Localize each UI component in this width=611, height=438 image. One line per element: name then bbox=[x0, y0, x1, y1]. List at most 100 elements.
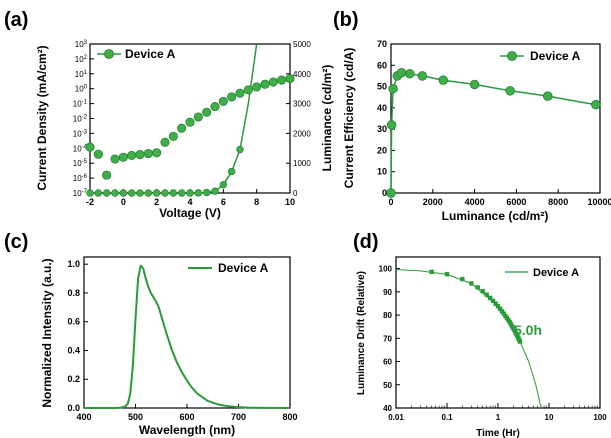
panel-a-label: (a) bbox=[4, 9, 28, 31]
panel-a-y-tick-label-right: 5000 bbox=[293, 40, 311, 49]
panel-a-current-density-point bbox=[127, 150, 137, 161]
panel-d-y-tick-label: 100 bbox=[379, 265, 393, 274]
panel-a-current-density-point bbox=[135, 150, 145, 160]
panel-a-legend: Device A bbox=[97, 47, 176, 61]
panel-d-x-tick-label: 10 bbox=[545, 413, 554, 422]
panel-d-annotation: 5.0h bbox=[514, 322, 542, 338]
panel-d-plot-frame bbox=[395, 256, 601, 409]
panel-b-legend: Device A bbox=[500, 49, 581, 63]
panel-d-x-tick-label: 0.01 bbox=[388, 413, 404, 422]
panel-a-x-tick-label: 8 bbox=[254, 197, 259, 207]
panel-a-luminance-point bbox=[102, 189, 111, 197]
panel-a-luminance-point bbox=[211, 187, 219, 195]
panel-a-luminance-point bbox=[186, 189, 194, 197]
panel-d: (d) 0.01 0.1 1 10 100 40 50 60 70 80 90 100 Time (… bbox=[353, 231, 607, 438]
panel-a-x-tick-label: 4 bbox=[187, 197, 192, 207]
panel-a-y-tick-label-right: 3000 bbox=[293, 100, 311, 109]
panel-d-data-point bbox=[490, 298, 496, 304]
panel-d-x-axis-label: Time (Hr) bbox=[476, 428, 520, 438]
panel-d-y-ticks: 40 50 60 70 80 90 100 bbox=[379, 265, 400, 413]
panel-a-x-tick-label: 6 bbox=[221, 197, 226, 207]
panel-a-current-density-point bbox=[243, 85, 253, 95]
panel-b-efficiency-point bbox=[386, 188, 396, 198]
panel-c-y-tick-label: 0.2 bbox=[67, 374, 80, 384]
panel-a-current-density-point bbox=[143, 148, 153, 159]
panel-b-x-tick-label: 8000 bbox=[548, 197, 568, 207]
panel-b: (b) 0 2000 4000 6000 8000 10000 0 10 20 30 40 50 60… bbox=[333, 9, 611, 223]
panel-a-luminance-point bbox=[177, 189, 186, 197]
panel-d-y-tick-label: 60 bbox=[383, 358, 392, 367]
panel-c-legend: Device A bbox=[188, 261, 269, 275]
panel-d-data-point bbox=[480, 288, 485, 294]
panel-a-luminance-point bbox=[161, 189, 169, 197]
panel-a-luminance-line bbox=[198, 43, 258, 194]
panel-a-y-tick-label-left: 10-1 bbox=[73, 100, 88, 109]
panel-d-x-ticks: 0.01 0.1 1 10 100 bbox=[388, 403, 607, 422]
panel-c-y-tick-label: 1.0 bbox=[67, 259, 80, 269]
panel-b-efficiency-line bbox=[390, 71, 596, 194]
panel-a-y-tick-label-left: 10-3 bbox=[73, 129, 88, 138]
panel-a-y-tick-label-left: 10-2 bbox=[73, 115, 88, 124]
panel-a-current-density-point bbox=[227, 92, 237, 102]
panel-a-current-density-point bbox=[177, 123, 187, 133]
panel-d-data-point bbox=[497, 306, 503, 312]
panel-a-luminance-point bbox=[144, 189, 153, 197]
panel-d-y-axis-label: Luminance Drift (Relative) bbox=[356, 271, 367, 395]
panel-a-current-density-point bbox=[193, 112, 203, 122]
panel-a-y-tick-label-left: 103 bbox=[75, 40, 88, 49]
panel-a-x-tick-label: 2 bbox=[154, 197, 159, 207]
panel-b-y-tick-label: 0 bbox=[382, 188, 387, 198]
panel-a-luminance-point bbox=[94, 189, 103, 197]
panel-d-data-point bbox=[484, 292, 489, 297]
panel-a-luminance-point bbox=[127, 189, 136, 197]
panel-a-y-tick-label-left: 10-4 bbox=[73, 144, 88, 153]
panel-a-luminance-point bbox=[119, 189, 128, 197]
panel-a-y-tick-label-right: 1000 bbox=[293, 159, 311, 168]
panel-a-current-density-point bbox=[210, 102, 220, 112]
panel-c-spectrum-line bbox=[84, 264, 291, 409]
panel-b-efficiency-point bbox=[505, 86, 515, 96]
panel-b-label: (b) bbox=[333, 9, 359, 31]
panel-b-series bbox=[386, 67, 601, 198]
panel-a-current-density-point bbox=[202, 107, 212, 117]
panel-a-current-density-point bbox=[268, 77, 278, 87]
panel-b-efficiency-point bbox=[591, 99, 601, 110]
panel-b-y-tick-label: 40 bbox=[377, 103, 387, 113]
panel-a-luminance-point bbox=[111, 189, 119, 197]
panel-d-data-point bbox=[493, 301, 498, 306]
panel-a-current-density-point bbox=[277, 75, 287, 85]
panel-b-y-tick-label: 30 bbox=[377, 124, 387, 134]
panel-c-x-tick-label: 800 bbox=[282, 412, 297, 422]
panel-c-y-tick-label: 0.6 bbox=[67, 317, 80, 327]
panel-d-y-tick-label: 40 bbox=[383, 404, 392, 413]
panel-a-luminance-point bbox=[194, 189, 203, 197]
panel-a-current-density-point bbox=[160, 137, 170, 147]
panel-a-y-ticks-right: 0 1000 2000 3000 4000 5000 bbox=[286, 40, 311, 198]
panel-a-y-axis-label-left: Current Density (mA/cm²) bbox=[35, 45, 49, 190]
panel-a-x-tick-label: 0 bbox=[121, 197, 126, 207]
panel-a-current-density-point bbox=[235, 88, 245, 98]
panel-a-current-density-point bbox=[260, 79, 270, 89]
panel-d-y-tick-label: 70 bbox=[383, 334, 392, 343]
panel-c-y-ticks: 0.0 0.2 0.4 0.6 0.8 1.0 bbox=[67, 259, 88, 413]
panel-a-y-tick-label-right: 4000 bbox=[293, 70, 311, 79]
panel-d-data-point bbox=[517, 339, 523, 344]
panel-c-x-tick-label: 400 bbox=[76, 412, 91, 422]
panel-b-efficiency-point bbox=[405, 69, 415, 79]
panel-c-legend-entry: Device A bbox=[218, 261, 269, 275]
panel-a-current-density-point bbox=[85, 142, 95, 152]
panel-d-data-point bbox=[469, 281, 474, 286]
panel-c-plot-frame bbox=[83, 256, 291, 409]
panel-b-x-tick-label: 2000 bbox=[423, 197, 443, 207]
panel-d-data-point bbox=[429, 269, 434, 275]
panel-c-y-tick-label: 0.8 bbox=[67, 288, 80, 298]
panel-a-y-tick-label-right: 2000 bbox=[293, 129, 311, 138]
panel-a-legend-entry: Device A bbox=[125, 47, 176, 61]
panel-c-series bbox=[84, 264, 291, 409]
panel-a-x-axis-label: Voltage (V) bbox=[159, 206, 221, 220]
panel-d-series bbox=[395, 269, 542, 409]
panel-b-plot-frame bbox=[390, 43, 601, 194]
panel-a-y-tick-label-left: 10-6 bbox=[73, 174, 88, 183]
panel-a-y-tick-label-left: 10-5 bbox=[73, 159, 88, 168]
